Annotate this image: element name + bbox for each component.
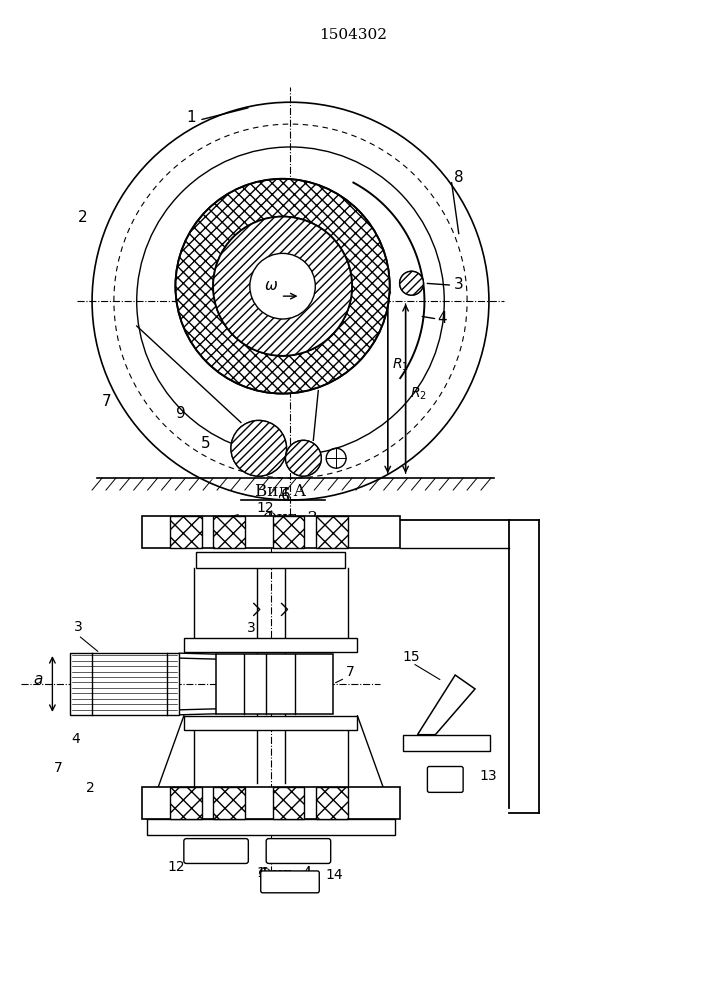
FancyBboxPatch shape bbox=[261, 871, 320, 893]
Circle shape bbox=[399, 271, 423, 295]
FancyBboxPatch shape bbox=[267, 839, 331, 863]
Circle shape bbox=[213, 217, 352, 356]
Circle shape bbox=[399, 271, 423, 295]
Bar bbox=[273, 516, 305, 548]
Circle shape bbox=[250, 253, 315, 319]
Bar bbox=[146, 819, 395, 835]
Text: 8: 8 bbox=[454, 170, 464, 185]
FancyBboxPatch shape bbox=[428, 767, 463, 792]
Bar bbox=[184, 638, 358, 652]
Text: Фиг. 3: Фиг. 3 bbox=[263, 510, 318, 527]
Text: 9: 9 bbox=[177, 406, 186, 421]
Text: 4: 4 bbox=[71, 732, 80, 746]
Text: 12: 12 bbox=[168, 860, 185, 874]
Bar bbox=[213, 516, 245, 548]
Text: 2: 2 bbox=[86, 781, 95, 795]
Circle shape bbox=[286, 440, 321, 476]
Text: $R_2$: $R_2$ bbox=[409, 386, 426, 402]
Text: 6: 6 bbox=[281, 488, 291, 503]
Text: 7: 7 bbox=[54, 761, 63, 775]
Bar bbox=[141, 516, 399, 548]
Text: $\omega$: $\omega$ bbox=[264, 278, 278, 293]
Bar bbox=[316, 516, 348, 548]
Text: Фиг. 4: Фиг. 4 bbox=[258, 866, 313, 883]
Text: 1: 1 bbox=[187, 110, 196, 125]
Text: 14: 14 bbox=[325, 868, 343, 882]
Polygon shape bbox=[418, 675, 475, 735]
Text: 3: 3 bbox=[74, 620, 83, 634]
Circle shape bbox=[286, 440, 321, 476]
Text: 3: 3 bbox=[247, 621, 255, 635]
Text: 5: 5 bbox=[201, 436, 211, 451]
Bar bbox=[170, 787, 202, 819]
Bar bbox=[316, 787, 348, 819]
Text: 12: 12 bbox=[257, 501, 274, 515]
Bar bbox=[170, 516, 202, 548]
Text: Вид A: Вид A bbox=[255, 483, 306, 500]
Bar bbox=[402, 735, 490, 751]
Text: 15: 15 bbox=[402, 650, 420, 664]
Bar bbox=[213, 787, 245, 819]
Text: 1: 1 bbox=[257, 866, 265, 880]
FancyBboxPatch shape bbox=[184, 839, 248, 863]
Text: 7: 7 bbox=[346, 665, 354, 679]
Text: a: a bbox=[34, 672, 43, 687]
Circle shape bbox=[175, 179, 390, 394]
Text: 2: 2 bbox=[152, 797, 161, 811]
Circle shape bbox=[231, 420, 286, 476]
Bar bbox=[216, 654, 333, 714]
Text: 2: 2 bbox=[78, 210, 87, 225]
Circle shape bbox=[213, 217, 352, 356]
Bar bbox=[184, 716, 358, 730]
Text: 1504302: 1504302 bbox=[319, 28, 387, 42]
Bar bbox=[141, 787, 399, 819]
Text: 3: 3 bbox=[454, 277, 464, 292]
Bar bbox=[197, 552, 345, 568]
Text: $R_1$: $R_1$ bbox=[392, 357, 409, 373]
Text: 7: 7 bbox=[102, 394, 112, 409]
Circle shape bbox=[231, 420, 286, 476]
Bar bbox=[273, 787, 305, 819]
Text: 13: 13 bbox=[479, 769, 496, 783]
Text: 4: 4 bbox=[438, 311, 447, 326]
Bar bbox=[70, 653, 180, 715]
